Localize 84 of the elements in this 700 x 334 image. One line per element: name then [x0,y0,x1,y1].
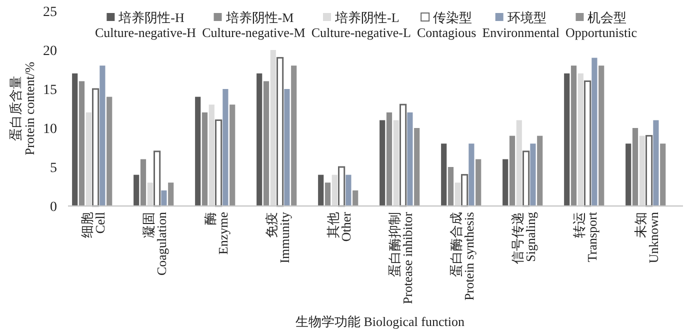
bar [598,66,604,206]
x-tick-label: 细胞 Cell [79,212,108,238]
legend-label: 培养阴性-H Culture-negative-H [95,10,196,40]
y-tick-label: 10 [43,122,57,137]
bar [380,120,386,206]
bar [502,159,508,206]
legend-label: 环境型 Environmental [482,10,560,40]
bar [632,128,638,206]
bar [584,80,592,207]
legend-label: 培养阴性-L Culture-negative-L [311,10,412,40]
x-tick-label: 蛋白酶合成 Protein synthesis [448,212,476,300]
bar [78,81,85,206]
bar [202,112,208,206]
bar [537,136,543,206]
bar [324,182,331,206]
bar [564,73,570,206]
bar [338,166,346,207]
bar [263,81,270,206]
x-tick-label: 其他 Other [325,211,354,242]
bar [270,50,276,206]
bar [318,174,324,206]
bar [509,136,516,206]
bar [660,144,666,206]
bar [352,190,358,206]
y-tick-label: 25 [43,5,57,20]
bar [195,96,201,206]
bar [570,66,577,206]
bar [168,182,174,206]
x-tick-label: 凝固 Coagulation [140,212,169,276]
bar [626,144,632,206]
bar [468,144,474,206]
bar [215,119,222,207]
bar [454,182,460,206]
bar [400,104,407,207]
bar [92,88,100,207]
bar [393,120,399,206]
bar [154,150,161,207]
bar [222,89,228,206]
bar [414,128,420,206]
bar [230,104,236,206]
bar [72,73,78,206]
bar [476,159,482,206]
x-tick-label: 转运 Transport [571,212,600,262]
bar [140,159,146,206]
y-tick-label: 15 [43,83,57,98]
y-tick-label: 5 [50,161,57,176]
bar [161,190,167,206]
bar [134,174,140,206]
bar [147,182,153,206]
x-tick-label: 未知 Unknown [632,212,661,264]
bar [407,112,413,206]
bar [86,112,92,206]
bar [386,112,392,206]
bar [346,174,352,206]
bar [530,144,536,206]
bar [653,120,659,206]
bar [639,136,645,206]
x-tick-label: 蛋白酶抑制 Protease inhibitor [386,211,415,304]
x-tick-label: 酶 Enzyme [202,212,230,255]
bar [291,66,297,206]
bar [100,66,106,206]
bar [592,58,598,206]
bar [106,96,112,206]
bar [522,150,530,207]
bar [516,120,522,206]
x-tick-label: 信号传递 Signaling [510,212,538,264]
y-axis-title: 蛋白质含量 Protein content/% [8,62,37,156]
bar [441,144,447,206]
y-tick-label: 20 [43,44,57,59]
legend-label: 培养阴性-M Culture-negative-M [202,10,306,40]
bar [448,167,454,206]
bar [461,174,468,207]
x-axis-title: 生物学功能 Biological function [296,314,465,329]
bar [646,135,653,207]
bar [256,73,262,206]
y-tick-label: 0 [50,200,57,215]
bar [284,89,290,206]
bar [578,73,584,206]
bar [208,104,214,206]
bar [276,57,284,207]
legend-label: 传染型 Contagious [416,10,476,40]
legend-label: 机会型 Opportunistic [565,10,638,40]
bar [332,174,338,206]
x-tick-label: 免疫 Immunity [264,212,292,264]
